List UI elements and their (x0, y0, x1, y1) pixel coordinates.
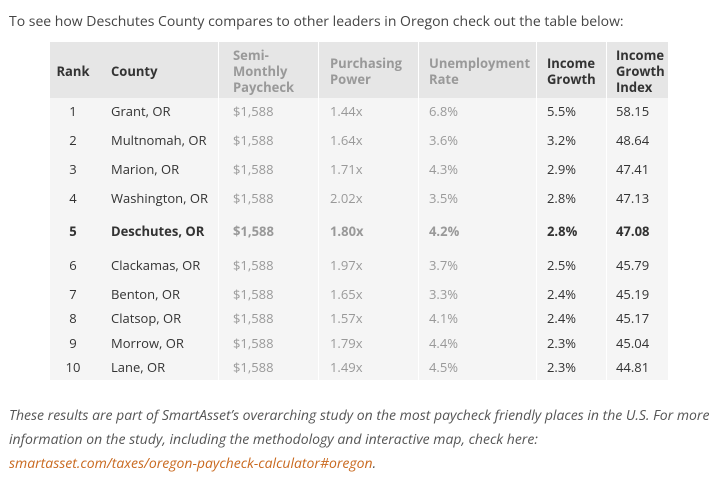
table-cell: 2.4% (547, 309, 577, 327)
table-cell: 1 (69, 102, 77, 120)
table-cell: 5 (69, 222, 77, 240)
table-cell: Grant, OR (111, 102, 171, 120)
table-cell: $1,588 (233, 222, 274, 240)
table-cell: $1,588 (233, 309, 274, 327)
table-cell: 44.81 (616, 358, 650, 376)
table-cell: 4.2% (429, 222, 460, 240)
table-cell: Washington, OR (111, 189, 209, 207)
table-cell: $1,588 (233, 160, 274, 178)
table-cell: 1.65x (330, 285, 363, 303)
table-cell: 48.64 (616, 131, 650, 149)
column-divider (418, 42, 419, 380)
table-cell: 5.5% (547, 102, 577, 120)
table-cell: Deschutes, OR (111, 222, 205, 240)
table-header (50, 42, 668, 98)
table-cell: $1,588 (233, 256, 274, 274)
table-cell: $1,588 (233, 285, 274, 303)
table-cell: 2.9% (547, 160, 577, 178)
table-cell: 8 (69, 309, 77, 327)
table-cell: 3.2% (547, 131, 577, 149)
table-cell: 4.1% (429, 309, 459, 327)
table-cell: 45.17 (616, 309, 650, 327)
table-cell: $1,588 (233, 358, 274, 376)
column-header: Income Growth (547, 54, 596, 88)
table: Rank County Semi-Monthly Paycheck Purchasin… (50, 42, 668, 380)
table-cell: 7 (69, 285, 77, 303)
table-cell: 45.19 (616, 285, 650, 303)
table-cell: $1,588 (233, 131, 274, 149)
footer-suffix: . (372, 454, 377, 473)
column-header: Semi-Monthly Paycheck (233, 46, 295, 96)
table-cell: Clatsop, OR (111, 309, 182, 327)
table-cell: 2.5% (547, 256, 577, 274)
table-cell: Morrow, OR (111, 334, 184, 352)
table-cell: Clackamas, OR (111, 256, 201, 274)
table-cell: 2 (69, 131, 77, 149)
table-cell: 1.44x (330, 102, 363, 120)
table-cell: 4.4% (429, 334, 459, 352)
table-cell: 1.64x (330, 131, 363, 149)
table-cell: 47.08 (616, 222, 650, 240)
column-divider (536, 42, 537, 380)
table-cell: 47.13 (616, 189, 650, 207)
table-cell: $1,588 (233, 102, 274, 120)
table-cell: 1.80x (330, 222, 364, 240)
table-cell: 58.15 (616, 102, 650, 120)
table-cell: Benton, OR (111, 285, 180, 303)
table-cell: 2.3% (547, 334, 577, 352)
column-header: County (111, 62, 158, 80)
footer-text: These results are part of SmartAsset’s o… (9, 406, 710, 449)
table-cell: 6 (69, 256, 77, 274)
table-cell: 2.8% (547, 189, 577, 207)
table-cell: 6.8% (429, 102, 459, 120)
column-header: Unemployment Rate (429, 54, 531, 88)
table-cell: 4.5% (429, 358, 459, 376)
table-cell: 3.5% (429, 189, 459, 207)
column-header: Rank (56, 62, 90, 80)
column-divider (606, 42, 607, 380)
table-cell: 9 (69, 334, 77, 352)
table-cell: 2.02x (330, 189, 363, 207)
table-cell: 2.4% (547, 285, 577, 303)
table-cell: 1.57x (330, 309, 363, 327)
table-cell: 45.04 (616, 334, 650, 352)
table-cell: 3.3% (429, 285, 459, 303)
table-cell: 4.3% (429, 160, 459, 178)
table-cell: $1,588 (233, 189, 274, 207)
column-header: Income Growth Index (616, 46, 665, 96)
table-cell: 10 (65, 358, 81, 376)
column-divider (218, 42, 219, 380)
table-cell: Marion, OR (111, 160, 180, 178)
table-cell: 1.79x (330, 334, 363, 352)
table-cell: 4 (69, 189, 77, 207)
table-cell: 1.49x (330, 358, 363, 376)
table-cell: 45.79 (616, 256, 650, 274)
table-cell: Multnomah, OR (111, 131, 207, 149)
table-cell: 2.8% (547, 222, 578, 240)
table-cell: $1,588 (233, 334, 274, 352)
table-cell: 1.71x (330, 160, 363, 178)
column-header: Purchasing Power (330, 54, 403, 88)
table-cell: 3 (69, 160, 77, 178)
table-cell: 1.97x (330, 256, 363, 274)
table-cell: Lane, OR (111, 358, 166, 376)
intro-text: To see how Deschutes County compares to … (9, 12, 624, 31)
column-divider (318, 42, 319, 380)
footer: These results are part of SmartAsset’s o… (9, 404, 713, 476)
table-cell: 47.41 (616, 160, 650, 178)
table-cell: 2.3% (547, 358, 577, 376)
footer-link[interactable]: smartasset.com/taxes/oregon-paycheck-cal… (9, 454, 373, 473)
table-cell: 3.6% (429, 131, 459, 149)
table-cell: 3.7% (429, 256, 459, 274)
